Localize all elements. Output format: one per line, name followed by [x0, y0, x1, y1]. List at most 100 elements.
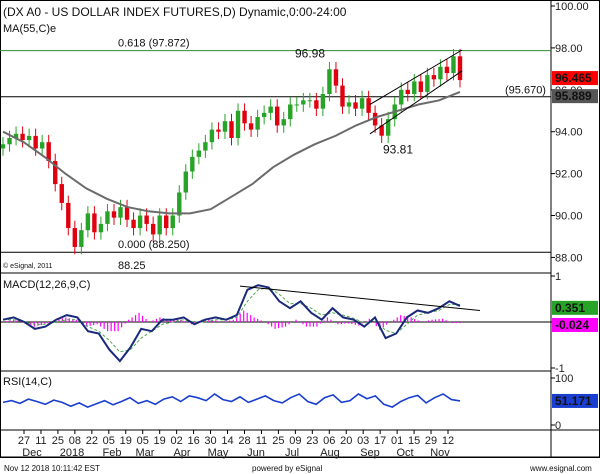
price-badge [552, 89, 598, 104]
candle-body [33, 135, 38, 149]
y-tick-label: 1 [555, 271, 561, 283]
x-tick-label: 19 [154, 435, 166, 447]
macd-line [2, 284, 461, 363]
x-tick-label: 30 [204, 435, 216, 447]
low-label: 88.25 [118, 260, 146, 272]
x-month-label: 2018 [60, 447, 84, 459]
candle-body [333, 69, 339, 86]
candle-body [320, 94, 326, 109]
candle-body [385, 119, 391, 136]
rsi-badge-label: 51.171 [555, 394, 592, 408]
footer-timestamp: Nov 12 2018 10:11:42 EST [4, 464, 100, 473]
x-month-label: Feb [103, 447, 122, 459]
candle-body [327, 69, 332, 94]
x-tick-label: 19 [120, 435, 132, 447]
candle-body [196, 150, 202, 157]
x-month-label: May [208, 447, 229, 459]
rsi-panel: 100 0 51.171 [2, 373, 598, 432]
x-tick-label: 23 [306, 435, 318, 447]
candle-body [79, 230, 84, 247]
x-tick-label: 06 [323, 435, 335, 447]
candle-body [203, 142, 208, 151]
x-month-label: Sep [360, 447, 380, 459]
macd-badge-label: 0.351 [555, 301, 585, 315]
x-tick-label: 14 [221, 435, 233, 447]
chart-frame [0, 0, 600, 458]
candle-body [229, 121, 234, 138]
candle-body [301, 100, 306, 105]
candle-body [431, 75, 437, 80]
x-tick-label: 25 [52, 435, 64, 447]
candle-body [177, 192, 182, 216]
x-month-label: Nov [430, 447, 450, 459]
x-axis: 27 11 25 08 22 05 19 05 19 02 16 30 14 28 11 25 09 23 06 20… [18, 430, 454, 459]
x-tick-label: 29 [425, 435, 437, 447]
y-tick-label: 92.00 [555, 169, 583, 181]
macd-signal-line [3, 286, 460, 353]
x-tick-label: 02 [171, 435, 183, 447]
footer-url: www.esignal.com [529, 464, 592, 473]
candle-body [105, 211, 110, 224]
divergence-trendline [239, 285, 481, 312]
x-tick-label: 05 [103, 435, 115, 447]
x-tick-label: 03 [357, 435, 369, 447]
candle-body [164, 215, 169, 229]
candle-body [288, 104, 293, 120]
copyright-note: © eSignal, 2011 [3, 262, 53, 270]
price-badge [552, 71, 598, 86]
x-month-label: Aug [320, 447, 340, 459]
candle-body [72, 228, 78, 247]
trough-label: 93.81 [383, 143, 413, 157]
candle-body [0, 144, 6, 149]
candle-body [275, 106, 280, 126]
candle-body [307, 100, 313, 102]
x-month-label: Mar [136, 447, 155, 459]
macd-label: MACD(12,26,9,C) [3, 279, 90, 291]
candle-body [98, 223, 104, 233]
candle-body [222, 121, 228, 132]
candle-body [137, 215, 143, 229]
x-month-label: Dec [22, 447, 42, 459]
peak-label: 96.98 [295, 46, 325, 60]
candle-body [261, 112, 267, 118]
candle-body [405, 89, 410, 94]
candle-body [53, 161, 58, 185]
candle-body [418, 81, 424, 92]
x-tick-label: 17 [374, 435, 386, 447]
candle-body [457, 56, 463, 81]
candle-body [281, 119, 286, 126]
candle-body [366, 98, 371, 113]
candle-body [124, 207, 130, 220]
support-label: (95.670) [505, 85, 546, 97]
candle-body [242, 110, 247, 124]
candle-body [314, 100, 319, 109]
x-tick-label: 11 [35, 435, 46, 447]
candle-body [438, 66, 443, 80]
rsi-badge [552, 393, 598, 408]
macd-badge-label: -0.024 [555, 318, 589, 332]
candle-body [111, 211, 117, 218]
x-tick-label: 01 [391, 435, 403, 447]
candle-body [209, 129, 215, 143]
candle-body [346, 102, 352, 107]
candle-body [399, 89, 404, 105]
y-tick-label: -1 [555, 363, 565, 375]
candle-body [46, 142, 51, 162]
y-tick-label: 100 [555, 373, 573, 385]
candle-body [190, 156, 195, 172]
candle-body [118, 207, 123, 218]
candle-body [412, 81, 417, 94]
chart-title: (DX A0 - US DOLLAR INDEX FUTURES,D) Dyna… [3, 5, 347, 19]
channel-lower-line [369, 70, 463, 135]
candle-body [444, 66, 450, 74]
macd-badge [552, 300, 598, 315]
x-tick-label: 15 [408, 435, 420, 447]
footer-powered-by: powered by eSignal [252, 464, 322, 473]
candle-body [20, 133, 25, 141]
y-tick-label: 94.00 [555, 127, 583, 139]
candle-body [255, 117, 260, 130]
rsi-line [2, 393, 461, 408]
x-tick-label: 11 [256, 435, 267, 447]
